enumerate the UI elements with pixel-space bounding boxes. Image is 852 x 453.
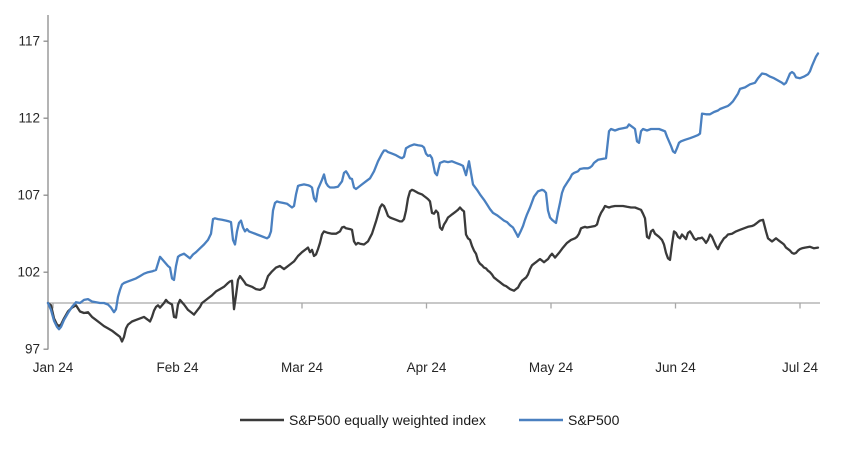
x-axis-label: Jul 24 [782,360,819,375]
axes-layer: 97 102 107 112 117 Jan 24 Feb 24 Mar 24 Apr 24 Ma… [17,15,820,375]
x-axis-label: Jun 24 [655,360,696,375]
series-line-equal-weight [46,188,820,343]
series-layer [46,52,820,343]
x-axis-label: Jan 24 [33,360,74,375]
chart-legend: S&P500 equally weighted index S&P500 [240,412,620,428]
x-axis-label: Apr 24 [407,360,447,375]
x-axis-label: May 24 [529,360,574,375]
y-axis-label: 107 [17,188,40,203]
legend-label-equal-weight: S&P500 equally weighted index [289,412,486,428]
y-axis-label: 102 [17,265,40,280]
y-axis-label: 117 [18,34,40,49]
series-line-sp500 [46,52,820,331]
y-axis-label: 112 [18,111,40,126]
x-axis-label: Feb 24 [156,360,199,375]
x-axis-label: Mar 24 [281,360,324,375]
legend-label-sp500: S&P500 [568,412,620,428]
y-axis-label: 97 [25,342,40,357]
